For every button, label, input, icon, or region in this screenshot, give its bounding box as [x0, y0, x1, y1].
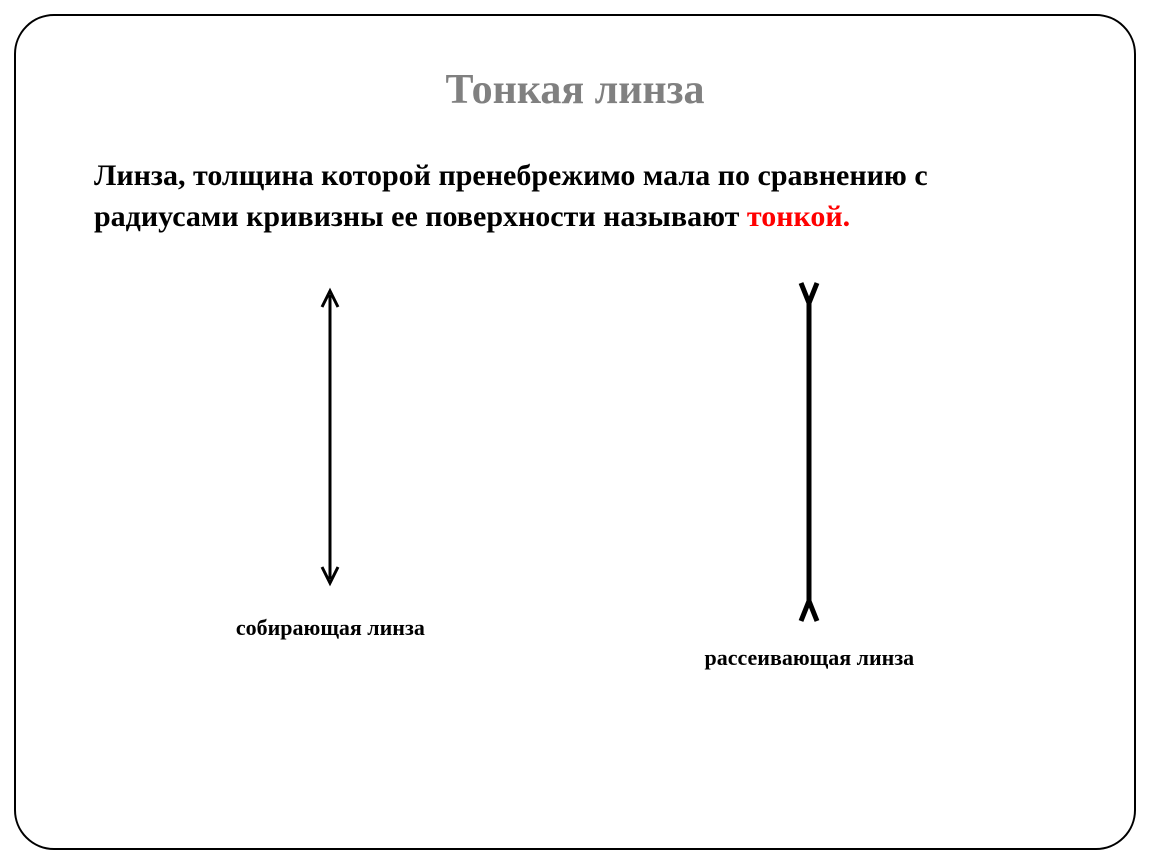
definition-text: Линза, толщина которой пренебрежимо мала… [76, 156, 1074, 237]
converging-lens-icon [310, 277, 350, 597]
diverging-caption: рассеивающая линза [704, 645, 914, 671]
page-title: Тонкая линза [76, 66, 1074, 114]
converging-caption: собирающая линза [236, 615, 425, 641]
diverging-arrow-top-icon [801, 283, 817, 303]
diverging-lens-icon [789, 277, 829, 627]
slide-frame: Тонкая линза Линза, толщина которой прен… [14, 14, 1136, 850]
converging-lens-block: собирающая линза [236, 277, 425, 641]
diverging-arrow-bottom-icon [801, 601, 817, 621]
diagrams-container: собирающая линза рассеивающая линза [76, 277, 1074, 671]
diverging-lens-block: рассеивающая линза [704, 277, 914, 671]
definition-highlight: тонкой. [747, 200, 850, 233]
